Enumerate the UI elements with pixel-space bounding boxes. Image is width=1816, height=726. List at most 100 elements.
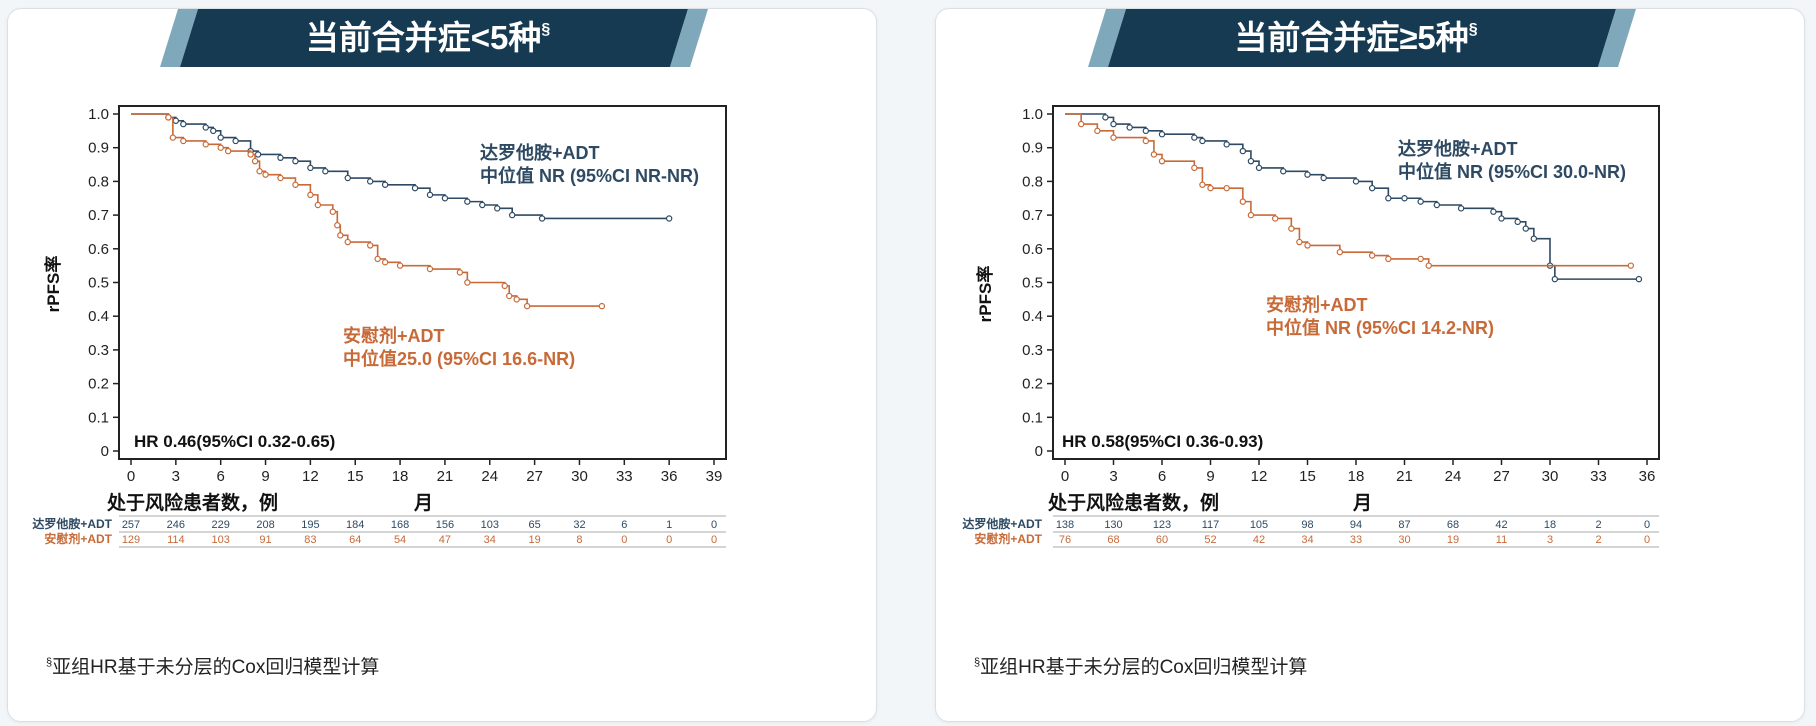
censor-marker [292,157,299,165]
x-tick-label: 21 [1396,468,1413,485]
risk-value: 2 [1595,519,1601,531]
risk-value: 195 [301,519,319,531]
censor-marker [1247,211,1255,219]
plot-frame [118,105,727,460]
x-tick-label: 6 [1158,468,1166,485]
risk-header: 处于风险患者数，例 [1047,491,1219,514]
censor-marker [172,117,180,124]
y-tick-label: 0.8 [1022,173,1043,190]
risk-value: 68 [1447,519,1459,531]
y-tick-label: 0.4 [88,308,109,325]
censor-marker [1280,168,1287,175]
censor-marker [665,215,673,222]
censor-marker [538,215,546,222]
y-tick-label: 0.6 [88,241,109,258]
censor-marker [1522,225,1529,232]
risk-value: 168 [391,519,409,531]
censor-marker [1627,262,1635,269]
censor-marker [506,292,513,300]
drug-series-label: 达罗他胺+ADT [1398,138,1518,159]
risk-value: 114 [167,534,185,546]
censor-marker [1385,195,1392,202]
drug-median-label: 中位值 NR (95%CI NR-NR) [480,165,699,186]
censor-marker [1514,218,1521,226]
censor-marker [1490,208,1497,215]
risk-value: 208 [256,519,274,531]
censor-marker [180,120,187,128]
censor-marker [1126,124,1133,131]
risk-value: 257 [122,519,140,531]
x-tick-label: 0 [1061,468,1069,485]
x-tick-label: 33 [616,468,633,485]
censor-marker [479,201,486,209]
banner-left: 当前合并症<5种§ [8,9,876,71]
drug-median-label: 中位值 NR (95%CI 30.0-NR) [1398,161,1626,182]
x-tick-label: 36 [661,468,678,485]
censor-marker [1077,120,1085,128]
y-tick-label: 0.2 [88,376,109,393]
censor-marker [523,302,531,310]
censor-marker [1385,255,1392,263]
x-tick-label: 12 [1251,468,1268,485]
placebo-series-label: 安慰剂+ADT [343,325,445,346]
panel-title: 当前合并症<5种§ [305,19,551,56]
censor-marker [1191,164,1198,172]
banner-dark [1108,9,1616,67]
censor-marker [1551,275,1559,283]
y-axis-label: rPFS率 [975,266,995,323]
risk-value: 42 [1253,534,1265,546]
censor-marker [344,174,351,182]
risk-row-label: 达罗他胺+ADT [962,516,1042,531]
censor-marker [1304,171,1311,178]
censor-marker [210,127,217,135]
censor-marker [1110,134,1117,141]
risk-value: 6 [621,519,627,531]
risk-value: 18 [1544,519,1556,531]
x-tick-label: 3 [1109,468,1117,485]
censor-marker [1433,201,1441,209]
censor-marker [202,141,209,148]
risk-row-label: 安慰剂+ADT [974,531,1042,546]
censor-marker [1199,181,1206,188]
censor-marker [1352,178,1360,185]
risk-value: 30 [1398,534,1410,546]
censor-marker [1336,248,1344,256]
censor-marker [396,262,404,269]
risk-value: 0 [666,534,672,546]
y-tick-label: 0.5 [88,275,109,292]
x-tick-label: 21 [437,468,454,485]
risk-value: 94 [1350,519,1362,531]
censor-marker [1320,174,1327,182]
risk-value: 54 [394,534,406,546]
risk-value: 1 [666,519,672,531]
censor-marker [329,208,337,215]
risk-value: 19 [1447,534,1459,546]
censor-marker [180,137,187,145]
censor-marker [217,134,224,141]
risk-value: 42 [1495,519,1507,531]
y-tick-label: 0.1 [88,409,109,426]
censor-marker [307,191,314,199]
risk-value: 87 [1398,519,1410,531]
censor-marker [1223,184,1230,192]
censor-marker [217,144,224,151]
risk-value: 33 [1350,534,1362,546]
censor-marker [513,296,520,303]
hazard-ratio-label: HR 0.58(95%CI 0.36-0.93) [1062,432,1263,451]
banner-dark [180,9,688,67]
censor-marker [1158,157,1166,165]
x-tick-label: 27 [526,468,543,485]
censor-marker [277,174,284,182]
risk-value: 123 [1153,519,1171,531]
risk-value: 65 [528,519,540,531]
censor-marker [464,279,471,286]
y-tick-label: 0.2 [1022,376,1043,393]
censor-marker [322,168,329,175]
x-axis-label: 月 [413,493,433,514]
risk-value: 76 [1059,534,1071,546]
x-tick-label: 9 [1206,468,1214,485]
banner-shape [160,9,708,67]
risk-value: 129 [122,534,140,546]
y-tick-label: 1.0 [88,106,109,123]
risk-value: 34 [1301,534,1313,546]
